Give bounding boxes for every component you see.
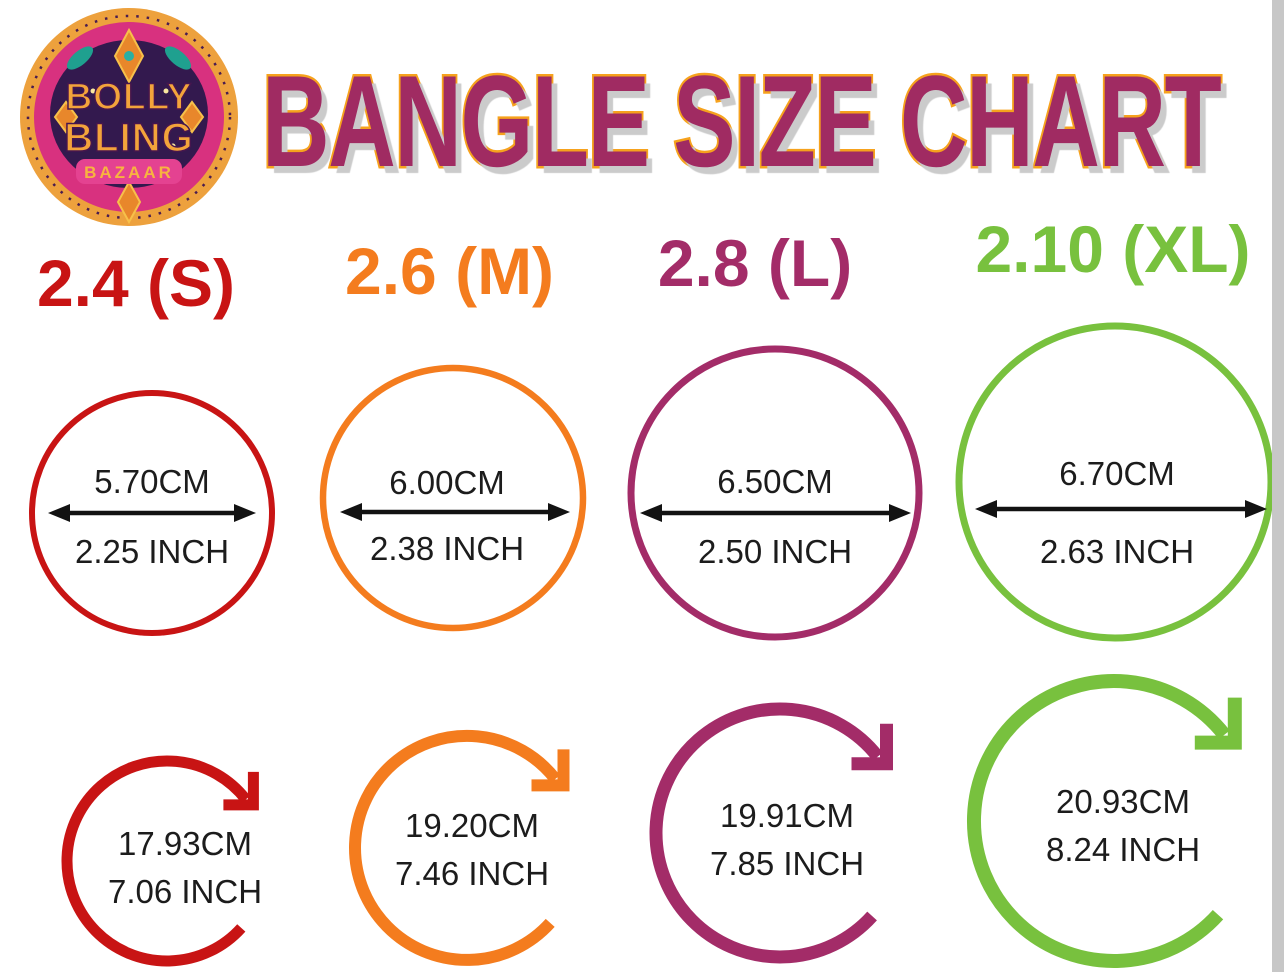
bolly-bling-bazaar-logo: BOLLY BLING BAZAAR — [20, 8, 238, 226]
diameter-arrowhead-right-icon — [889, 504, 911, 522]
circumference-cm-xl: 20.93CM — [1056, 783, 1190, 820]
logo-leaf-right-icon — [164, 46, 192, 70]
diameter-arrowhead-right-icon — [1245, 500, 1267, 518]
logo-word1: BOLLY — [66, 76, 193, 117]
logo-bottom-diamond-icon — [116, 179, 142, 225]
diameter-circle-xl — [955, 322, 1275, 642]
bangle-circle-icon — [955, 322, 1275, 642]
size-label-l: 2.8 (L) — [657, 226, 853, 300]
circular-arrowhead-icon — [531, 749, 570, 792]
diameter-cm-s: 5.70CM — [94, 463, 210, 500]
circumference-inch-m: 7.46 INCH — [394, 855, 550, 892]
logo-banner-text: BAZAAR — [84, 163, 174, 182]
diameter-inch-s: 2.25 INCH — [74, 533, 230, 570]
diameter-arrowhead-right-icon — [548, 503, 570, 521]
diameter-arrowhead-left-icon — [48, 504, 70, 522]
diameter-cm-l: 6.50CM — [717, 463, 833, 500]
diameter-inch-xl: 2.63 INCH — [1039, 533, 1195, 570]
diameter-cm-m: 6.00CM — [389, 464, 505, 501]
circumference-arc-l — [649, 702, 893, 964]
circumference-cm-l: 19.91CM — [720, 797, 854, 834]
circumference-inch-l: 7.85 INCH — [709, 845, 865, 882]
diameter-cm-xl: 6.70CM — [1059, 455, 1175, 492]
bangle-circle-icon — [319, 364, 587, 632]
circular-arrow-arc-icon — [61, 755, 251, 967]
diameter-inch-l: 2.50 INCH — [697, 533, 853, 570]
logo-leaf-left-icon — [66, 46, 94, 70]
logo-right-diamond-icon — [179, 100, 205, 134]
circumference-cm-m: 19.20CM — [405, 807, 539, 844]
diameter-circle-m — [319, 364, 587, 632]
logo-sparkle — [90, 88, 96, 94]
diameter-inch-m: 2.38 INCH — [369, 530, 525, 567]
page-title: BANGLE SIZE CHART — [260, 47, 1223, 195]
diameter-circle-l — [627, 345, 923, 641]
diameter-arrowhead-right-icon — [234, 504, 256, 522]
circular-arrowhead-icon — [851, 723, 893, 771]
circumference-arc-s — [61, 755, 259, 967]
circumference-inch-xl: 8.24 INCH — [1045, 831, 1201, 868]
circular-arrow-arc-icon — [349, 729, 561, 966]
logo-sparkle — [170, 143, 176, 149]
circular-arrow-arc-icon — [967, 674, 1230, 968]
diameter-arrowhead-left-icon — [640, 504, 662, 522]
logo-word2: BLING — [64, 116, 193, 160]
logo-left-diamond-icon — [53, 100, 79, 134]
page-edge-strip — [1272, 0, 1284, 972]
circular-arrowhead-icon — [223, 771, 259, 811]
circumference-cm-s: 17.93CM — [118, 825, 252, 862]
size-label-m: 2.6 (M) — [345, 234, 555, 308]
logo-banner — [76, 159, 182, 184]
circumference-inch-s: 7.06 INCH — [107, 873, 263, 910]
logo-sparkle — [163, 88, 169, 94]
diameter-arrowhead-left-icon — [975, 500, 997, 518]
logo-sparkle — [83, 143, 89, 149]
circular-arrow-arc-icon — [649, 702, 883, 964]
logo-top-diamond-dot — [124, 51, 134, 61]
bangle-circle-icon — [627, 345, 923, 641]
circumference-arc-m — [349, 729, 570, 966]
circumference-arc-xl — [967, 674, 1242, 968]
size-label-xl: 2.10 (XL) — [975, 212, 1251, 286]
circular-arrowhead-icon — [1194, 697, 1242, 750]
diameter-arrowhead-left-icon — [340, 503, 362, 521]
size-label-s: 2.4 (S) — [36, 246, 236, 320]
bangle-circle-icon — [29, 390, 275, 636]
logo-indigo-field — [50, 40, 208, 188]
diameter-circle-s — [29, 390, 275, 636]
